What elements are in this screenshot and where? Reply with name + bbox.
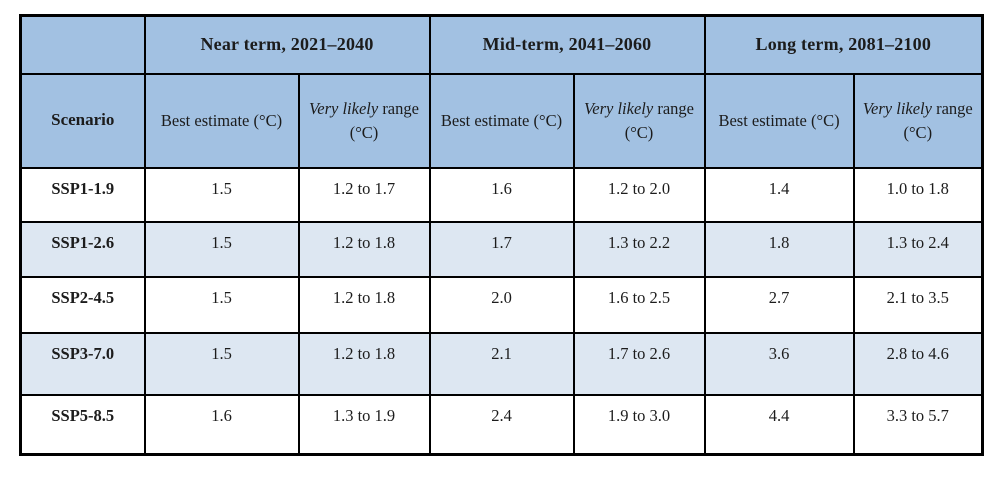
scenario-cell: SSP2-4.5: [19, 275, 146, 334]
value-cell: 2.1 to 3.5: [852, 275, 984, 334]
value-cell: 1.3 to 1.9: [297, 393, 431, 456]
table-row-ssp3-7-0: SSP3-7.0 1.5 1.2 to 1.8 2.1 1.7 to 2.6 3…: [19, 331, 984, 396]
table-header-sub-row: Scenario Best estimate (°C) Very likely …: [19, 72, 984, 169]
range-label: range (°C): [349, 98, 419, 142]
group-header-long-term: Long term, 2081–2100: [703, 14, 984, 75]
projection-table: Near term, 2021–2040 Mid-term, 2041–2060…: [19, 14, 985, 456]
value-cell: 1.2 to 2.0: [572, 166, 706, 223]
value-cell: 1.9 to 3.0: [572, 393, 706, 456]
value-cell: 1.2 to 1.8: [297, 331, 431, 396]
group-header-mid-term: Mid-term, 2041–2060: [428, 14, 706, 75]
range-label: range (°C): [903, 98, 973, 142]
scenario-cell: SSP1-2.6: [19, 220, 146, 278]
scenario-header-cell: Scenario: [19, 72, 146, 169]
value-cell: 2.8 to 4.6: [852, 331, 984, 396]
value-cell: 1.7 to 2.6: [572, 331, 706, 396]
very-likely-header-near: Very likely range (°C): [297, 72, 431, 169]
value-cell: 1.5: [143, 331, 300, 396]
table-header-group-row: Near term, 2021–2040 Mid-term, 2041–2060…: [19, 14, 984, 75]
very-likely-label: Very likely: [862, 98, 932, 118]
value-cell: 1.3 to 2.4: [852, 220, 984, 278]
scenario-cell: SSP5-8.5: [19, 393, 146, 456]
table-row-ssp5-8-5: SSP5-8.5 1.6 1.3 to 1.9 2.4 1.9 to 3.0 4…: [19, 393, 984, 456]
value-cell: 4.4: [703, 393, 855, 456]
best-estimate-header-mid: Best estimate (°C): [428, 72, 575, 169]
value-cell: 2.1: [428, 331, 575, 396]
very-likely-header-mid: Very likely range (°C): [572, 72, 706, 169]
scenario-cell: SSP3-7.0: [19, 331, 146, 396]
value-cell: 1.8: [703, 220, 855, 278]
value-cell: 3.6: [703, 331, 855, 396]
value-cell: 1.6: [143, 393, 300, 456]
value-cell: 1.2 to 1.8: [297, 220, 431, 278]
range-label: range (°C): [624, 98, 694, 142]
very-likely-label: Very likely: [584, 98, 654, 118]
value-cell: 2.4: [428, 393, 575, 456]
table-row-ssp1-1-9: SSP1-1.9 1.5 1.2 to 1.7 1.6 1.2 to 2.0 1…: [19, 166, 984, 223]
value-cell: 1.2 to 1.8: [297, 275, 431, 334]
value-cell: 2.0: [428, 275, 575, 334]
value-cell: 1.5: [143, 166, 300, 223]
best-estimate-header-near: Best estimate (°C): [143, 72, 300, 169]
table-row-ssp2-4-5: SSP2-4.5 1.5 1.2 to 1.8 2.0 1.6 to 2.5 2…: [19, 275, 984, 334]
value-cell: 1.6 to 2.5: [572, 275, 706, 334]
value-cell: 3.3 to 5.7: [852, 393, 984, 456]
group-header-near-term: Near term, 2021–2040: [143, 14, 431, 75]
very-likely-label: Very likely: [309, 98, 379, 118]
table-row-ssp1-2-6: SSP1-2.6 1.5 1.2 to 1.8 1.7 1.3 to 2.2 1…: [19, 220, 984, 278]
value-cell: 1.5: [143, 220, 300, 278]
value-cell: 1.7: [428, 220, 575, 278]
value-cell: 1.0 to 1.8: [852, 166, 984, 223]
value-cell: 1.5: [143, 275, 300, 334]
value-cell: 1.6: [428, 166, 575, 223]
scenario-cell: SSP1-1.9: [19, 166, 146, 223]
best-estimate-header-long: Best estimate (°C): [703, 72, 855, 169]
value-cell: 1.4: [703, 166, 855, 223]
value-cell: 1.2 to 1.7: [297, 166, 431, 223]
value-cell: 2.7: [703, 275, 855, 334]
value-cell: 1.3 to 2.2: [572, 220, 706, 278]
corner-cell: [19, 14, 146, 75]
very-likely-header-long: Very likely range (°C): [852, 72, 984, 169]
